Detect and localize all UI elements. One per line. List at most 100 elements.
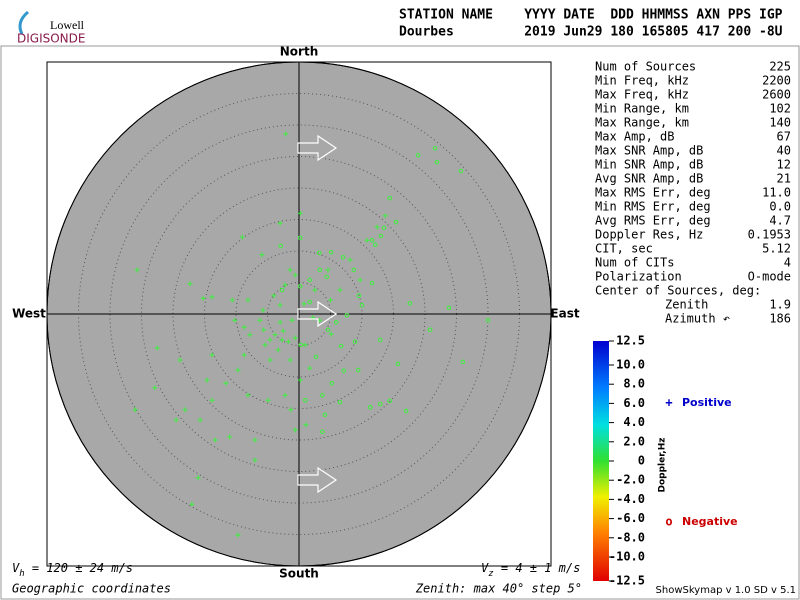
source-point (381, 225, 387, 230)
source-point (355, 367, 361, 373)
stat-label: Max RMS Err, deg (595, 186, 711, 200)
source-point (277, 319, 283, 325)
stat-value: 12 (777, 158, 791, 172)
source-point (325, 267, 331, 273)
source-point (267, 357, 273, 363)
source-point (261, 327, 267, 333)
source-point (359, 302, 365, 308)
source-point (288, 407, 294, 413)
stat-value: 140 (769, 116, 791, 130)
source-point (333, 319, 339, 325)
stat-label: Avg SNR Amp, dB (595, 172, 703, 186)
source-point (297, 235, 303, 241)
source-point (344, 312, 350, 318)
source-point (235, 532, 241, 538)
stat-label: Num of CITs (595, 256, 674, 270)
stat-label: Azimuth ↶ (665, 312, 730, 326)
velocity-part: = 120 ± 24 m/s (25, 561, 133, 575)
colorbar-tick-label: 4.0 (623, 415, 645, 429)
source-point (292, 272, 298, 278)
colorbar-tick-label: -8.0 (616, 530, 645, 544)
source-point (303, 422, 309, 428)
velocity-part: h (19, 569, 24, 579)
stat-label: Min SNR Amp, dB (595, 158, 703, 172)
velocity-label: Vz = 4 ± 1 m/s (481, 561, 580, 579)
source-point (177, 357, 183, 363)
source-point (434, 159, 440, 165)
source-point (229, 297, 235, 303)
stat-value: O-mode (748, 270, 791, 284)
source-point (289, 317, 295, 323)
source-point (312, 287, 318, 293)
source-point (247, 332, 253, 338)
source-point (152, 385, 158, 391)
stat-label: Num of Sources (595, 60, 696, 74)
source-point (378, 233, 384, 239)
source-point (282, 392, 288, 398)
source-point (387, 195, 393, 201)
source-point (377, 401, 383, 407)
source-point (407, 300, 413, 306)
legend-label: Positive (682, 396, 732, 409)
source-point (182, 407, 188, 413)
footer-label: Geographic coordinates (12, 582, 171, 596)
velocity-part: = 4 ± 1 m/s (494, 561, 581, 575)
source-point (340, 254, 346, 260)
velocity-label: Vh = 120 ± 24 m/s (12, 561, 133, 579)
stat-value: 5.12 (762, 242, 791, 256)
stat-value: 4 (784, 256, 791, 270)
source-point (302, 342, 308, 348)
source-point (267, 337, 273, 343)
source-point (328, 249, 334, 255)
colorbar-tick-label: 2.0 (623, 434, 645, 448)
source-point (245, 392, 251, 398)
colorbar-tick-label: 10.0 (616, 358, 645, 372)
stat-label: Doppler Res, Hz (595, 228, 703, 242)
source-point (307, 277, 313, 283)
drift-arrows (297, 134, 338, 494)
source-point (279, 337, 285, 343)
source-point (337, 399, 343, 405)
source-point (173, 417, 179, 423)
source-point (432, 146, 438, 151)
footer-label: Zenith: max 40° step 5° (415, 582, 582, 596)
source-point (280, 328, 286, 334)
source-point (415, 152, 421, 158)
source-point (427, 327, 433, 333)
source-point (364, 237, 370, 243)
source-point (197, 417, 203, 423)
source-point (328, 297, 333, 303)
velocity-part: V (12, 561, 20, 575)
stat-label: Center of Sources, deg: (595, 284, 761, 298)
stat-value: 225 (769, 60, 791, 74)
logo-swoosh (18, 10, 29, 35)
source-point (189, 501, 195, 507)
colorbar-tick-label: -4.0 (616, 492, 645, 506)
source-point (351, 267, 357, 273)
stat-value: 102 (769, 102, 791, 116)
source-point (317, 267, 323, 273)
source-point (292, 427, 298, 433)
stat-label: Max Amp, dB (595, 130, 674, 144)
source-point (298, 342, 304, 348)
source-point (209, 294, 215, 300)
source-point (275, 347, 281, 353)
direction-label: North (280, 45, 318, 59)
source-point (262, 342, 268, 348)
source-point (324, 274, 330, 280)
stat-label: Max Freq, kHz (595, 88, 689, 102)
source-point (316, 250, 322, 256)
legend-marker: + (665, 396, 672, 410)
source-point (209, 397, 215, 403)
source-point (338, 343, 344, 349)
source-point (395, 361, 401, 367)
stat-value: 2200 (762, 74, 791, 88)
stat-label: Min Freq, kHz (595, 74, 689, 88)
source-point (382, 213, 388, 219)
colorbar-tick-label: 6.0 (623, 396, 645, 410)
source-point (292, 335, 298, 341)
source-point (285, 339, 291, 345)
source-point (313, 354, 319, 360)
source-point (485, 318, 491, 323)
source-point (320, 429, 325, 435)
